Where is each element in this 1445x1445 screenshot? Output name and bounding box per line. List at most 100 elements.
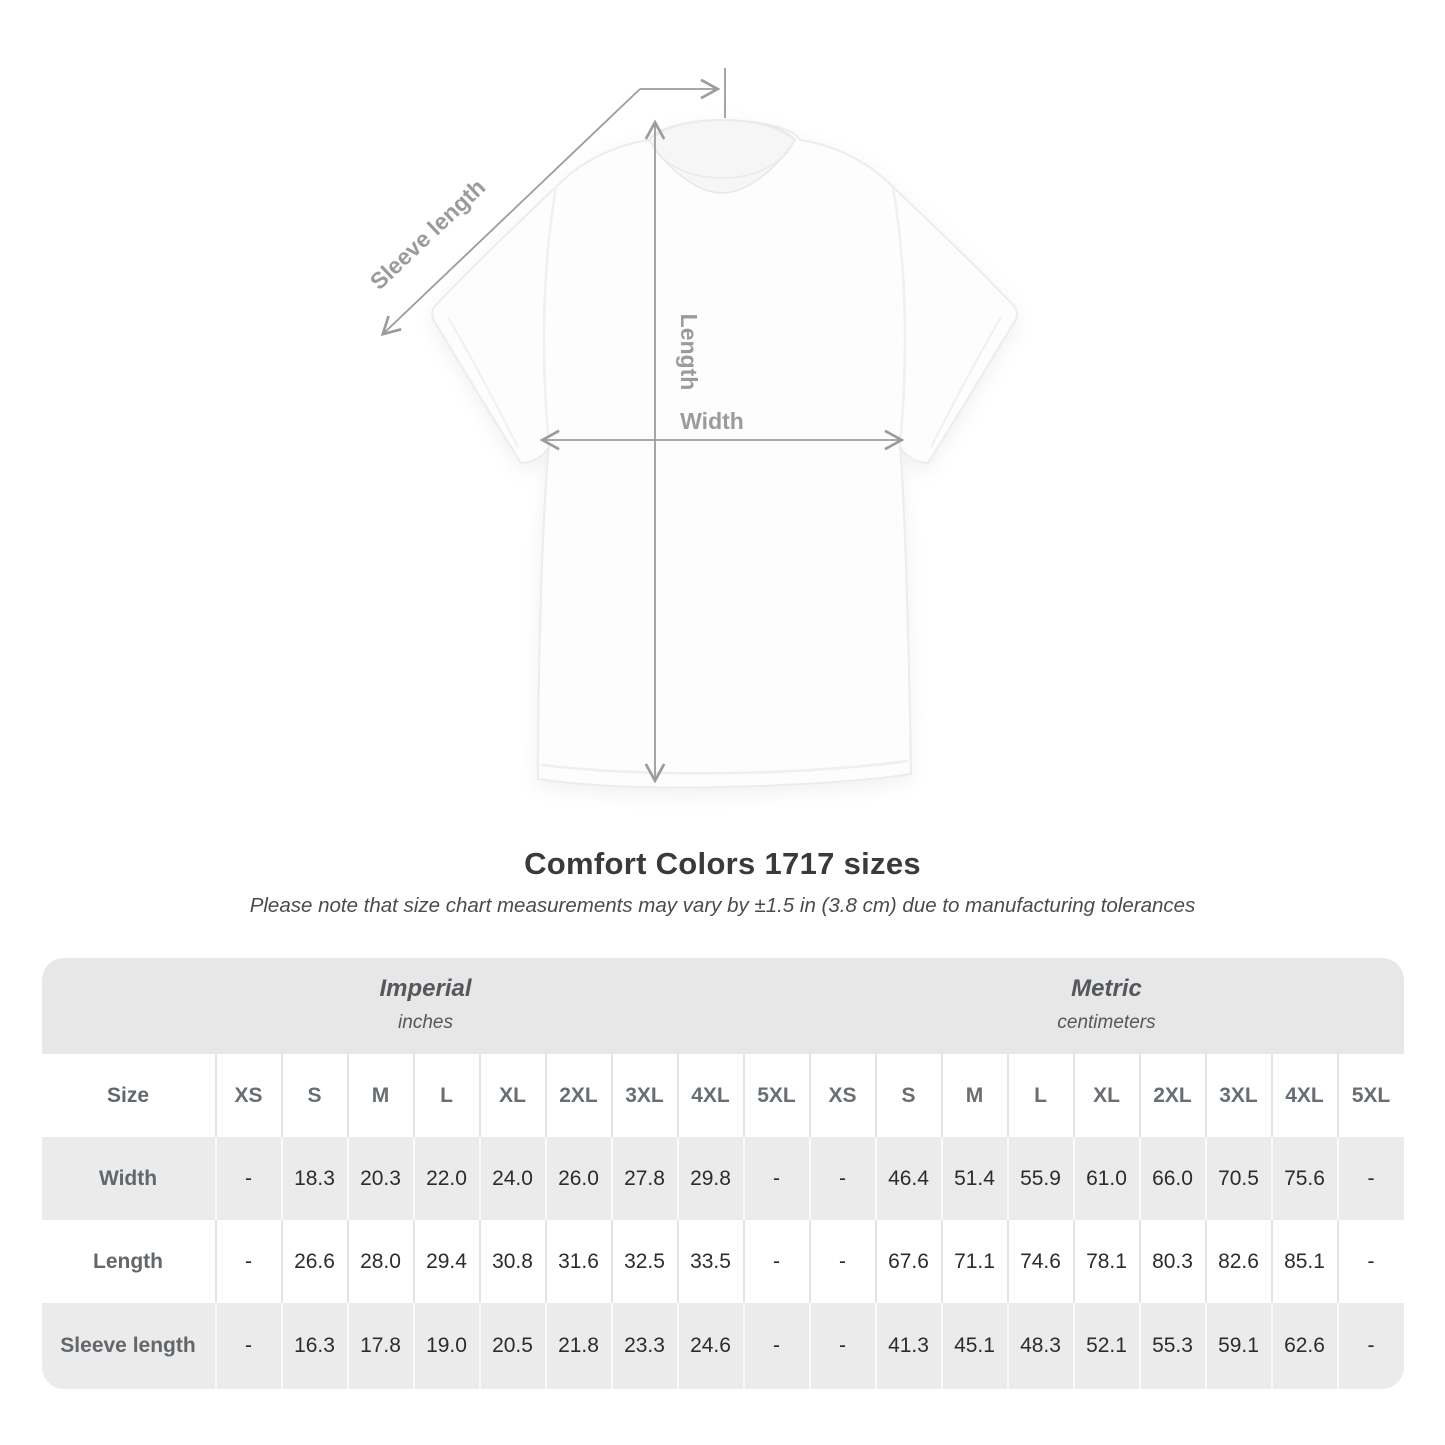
size-value-cell: 48.3	[1006, 1303, 1074, 1389]
size-value-cell: 20.5	[478, 1303, 546, 1389]
size-col-header: XL	[1072, 1054, 1140, 1137]
size-value-cell: 26.0	[544, 1137, 612, 1220]
size-col-header: 3XL	[610, 1054, 678, 1137]
metric-label: Metric	[1071, 975, 1142, 1002]
width-label: Width	[680, 408, 744, 434]
size-col-header: M	[940, 1054, 1008, 1137]
size-col-header: 4XL	[1270, 1054, 1338, 1137]
size-header-row: Size XS S M L XL 2XL 3XL 4XL 5XL XS S M …	[41, 1054, 1404, 1137]
size-value-cell: 74.6	[1006, 1220, 1074, 1303]
metric-unit: centimeters	[1057, 1012, 1156, 1033]
size-value-cell: 20.3	[346, 1137, 414, 1220]
unit-group-metric: Metric centimeters	[809, 958, 1404, 1054]
size-col-header: 2XL	[1138, 1054, 1206, 1137]
size-col-header: S	[874, 1054, 942, 1137]
size-value-cell: 66.0	[1138, 1137, 1206, 1220]
size-value-cell: 75.6	[1270, 1137, 1338, 1220]
size-value-cell: 45.1	[940, 1303, 1008, 1389]
unit-group-row: Imperial inches Metric centimeters	[41, 958, 1404, 1054]
size-value-cell: -	[742, 1220, 810, 1303]
size-value-cell: 55.3	[1138, 1303, 1206, 1389]
size-value-cell: 67.6	[874, 1220, 942, 1303]
unit-group-imperial: Imperial inches	[41, 958, 810, 1054]
row-label: Width	[98, 1166, 158, 1190]
size-table-container: Imperial inches Metric centimeters Size …	[41, 958, 1404, 1389]
tshirt-illustration	[431, 119, 1018, 789]
size-value-cell: 22.0	[412, 1137, 480, 1220]
size-value-cell: 32.5	[610, 1220, 678, 1303]
size-value-cell: 52.1	[1072, 1303, 1140, 1389]
tolerance-note: Please note that size chart measurements…	[249, 894, 1196, 917]
size-value-cell: 26.6	[280, 1220, 348, 1303]
size-value-cell: -	[1336, 1220, 1404, 1303]
tshirt-measurement-diagram: Sleeve length Length Width	[365, 68, 1018, 789]
size-value-cell: 29.4	[412, 1220, 480, 1303]
size-value-cell: -	[808, 1303, 876, 1389]
size-value-cell: -	[742, 1303, 810, 1389]
size-value-cell: 41.3	[874, 1303, 942, 1389]
size-value-cell: 85.1	[1270, 1220, 1338, 1303]
size-col-header: XS	[808, 1054, 876, 1137]
size-col-header: 4XL	[676, 1054, 744, 1137]
imperial-unit: inches	[398, 1012, 453, 1033]
row-label: Length	[93, 1249, 163, 1273]
collar-rib-seam	[655, 119, 789, 137]
size-value-cell: 70.5	[1204, 1137, 1272, 1220]
size-value-cell: 23.3	[610, 1303, 678, 1389]
size-value-cell: -	[1336, 1137, 1404, 1220]
size-value-cell: 71.1	[940, 1220, 1008, 1303]
size-value-cell: -	[808, 1137, 876, 1220]
size-value-cell: 16.3	[280, 1303, 348, 1389]
size-value-cell: 82.6	[1204, 1220, 1272, 1303]
row-label: Sleeve length	[60, 1334, 196, 1357]
measurement-arrows	[380, 68, 905, 784]
table-row-length: Length - 26.6 28.0 29.4 30.8 31.6 32.5 3…	[41, 1220, 1404, 1303]
size-value-cell: 51.4	[940, 1137, 1008, 1220]
size-value-cell: 31.6	[544, 1220, 612, 1303]
size-col-header: L	[412, 1054, 480, 1137]
imperial-label: Imperial	[379, 975, 472, 1002]
size-value-cell: 28.0	[346, 1220, 414, 1303]
size-value-cell: 33.5	[676, 1220, 744, 1303]
size-value-cell: -	[214, 1220, 282, 1303]
size-value-cell: 80.3	[1138, 1220, 1206, 1303]
size-value-cell: 17.8	[346, 1303, 414, 1389]
size-value-cell: -	[214, 1303, 282, 1389]
size-col-header: M	[346, 1054, 414, 1137]
size-col-header: 5XL	[742, 1054, 810, 1137]
size-value-cell: 21.8	[544, 1303, 612, 1389]
length-label: Length	[676, 314, 702, 391]
size-value-cell: 61.0	[1072, 1137, 1140, 1220]
size-value-cell: -	[1336, 1303, 1404, 1389]
size-value-cell: -	[214, 1137, 282, 1220]
size-value-cell: 27.8	[610, 1137, 678, 1220]
size-value-cell: 59.1	[1204, 1303, 1272, 1389]
size-value-cell: 78.1	[1072, 1220, 1140, 1303]
tshirt-diagram-svg: Sleeve length Length Width	[365, 68, 1018, 789]
size-col-header: 5XL	[1336, 1054, 1404, 1137]
size-value-cell: -	[742, 1137, 810, 1220]
size-value-cell: 24.0	[478, 1137, 546, 1220]
size-value-cell: 55.9	[1006, 1137, 1074, 1220]
table-row-width: Width - 18.3 20.3 22.0 24.0 26.0 27.8 29…	[41, 1137, 1404, 1220]
size-value-cell: 18.3	[280, 1137, 348, 1220]
size-value-cell: 19.0	[412, 1303, 480, 1389]
size-col-header: 3XL	[1204, 1054, 1272, 1137]
size-col-header: 2XL	[544, 1054, 612, 1137]
size-col-header: S	[280, 1054, 348, 1137]
size-value-cell: -	[808, 1220, 876, 1303]
size-value-cell: 24.6	[676, 1303, 744, 1389]
sleeve-length-arrow	[380, 68, 726, 337]
size-table: Imperial inches Metric centimeters Size …	[41, 958, 1404, 1389]
size-value-cell: 30.8	[478, 1220, 546, 1303]
size-col-header: L	[1006, 1054, 1074, 1137]
size-value-cell: 62.6	[1270, 1303, 1338, 1389]
size-value-cell: 29.8	[676, 1137, 744, 1220]
table-row-sleeve-length: Sleeve length - 16.3 17.8 19.0 20.5 21.8…	[41, 1303, 1404, 1389]
size-col-header: XS	[214, 1054, 282, 1137]
size-corner-header: Size	[106, 1083, 150, 1107]
size-col-header: XL	[478, 1054, 546, 1137]
size-value-cell: 46.4	[874, 1137, 942, 1220]
page-title: Comfort Colors 1717 sizes	[524, 846, 921, 881]
